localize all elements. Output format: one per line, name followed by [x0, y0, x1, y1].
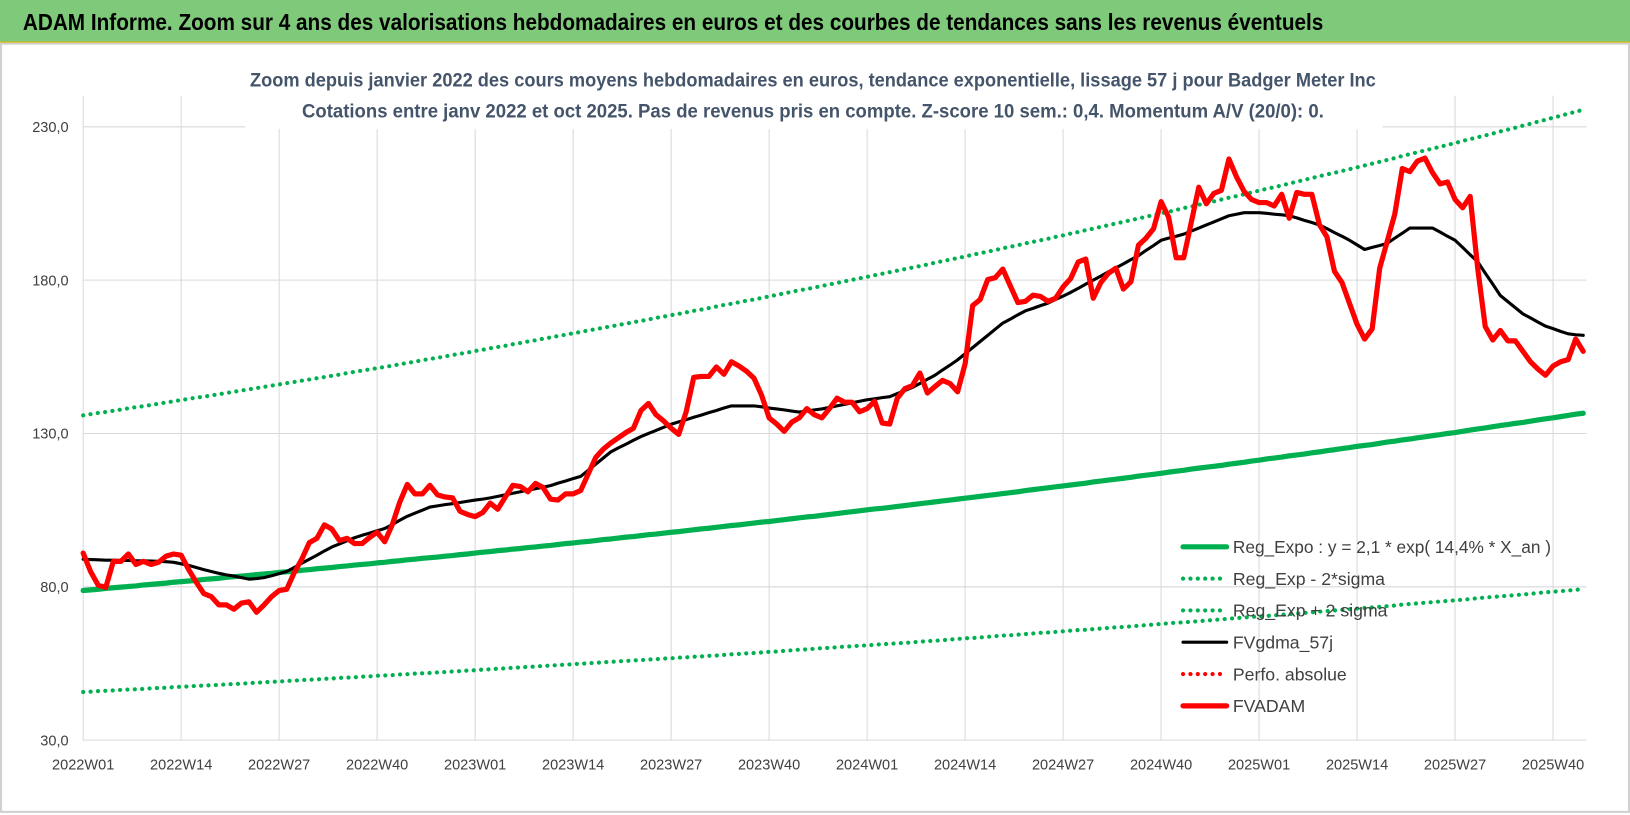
x-tick-label: 2023W27	[640, 757, 702, 773]
x-tick-label: 2024W40	[1130, 757, 1192, 773]
x-tick-label: 2022W14	[150, 757, 212, 773]
page-title: ADAM Informe. Zoom sur 4 ans des valoris…	[23, 9, 1323, 35]
x-tick-label: 2024W01	[836, 757, 898, 773]
x-tick-label: 2023W14	[542, 757, 604, 773]
legend-label: Reg_Exp + 2 sigma	[1233, 601, 1388, 622]
x-tick-label: 2022W27	[248, 757, 310, 773]
series-line	[80, 155, 1586, 615]
y-tick-label: 80,0	[40, 580, 68, 596]
legend-label: Perfo. absolue	[1233, 664, 1347, 684]
x-tick-label: 2023W40	[738, 757, 800, 773]
y-tick-label: 230,0	[32, 120, 68, 136]
y-tick-label: 180,0	[32, 273, 68, 289]
x-tick-label: 2025W40	[1522, 757, 1584, 773]
legend-label: FVgdma_57j	[1233, 632, 1333, 653]
chart-subtitle: Cotations entre janv 2022 et oct 2025. P…	[302, 100, 1324, 122]
chart-title: Zoom depuis janvier 2022 des cours moyen…	[250, 69, 1376, 91]
x-tick-label: 2022W01	[52, 757, 114, 773]
series-line	[81, 586, 1586, 695]
x-tick-label: 2022W40	[346, 757, 408, 773]
plot-area: 30,0 80,0 130,0 180,0 230,0 2022W01 2022W14 202…	[32, 95, 1587, 773]
y-tick-label: 30,0	[40, 733, 68, 749]
header-bar	[0, 0, 1630, 43]
title-box	[245, 60, 1383, 129]
legend: Reg_Expo : y = 2,1 * exp( 14,4% * X_an )…	[1180, 537, 1551, 716]
legend-label: FVADAM	[1233, 696, 1305, 716]
y-tick-label: 130,0	[32, 427, 68, 443]
series-line	[80, 410, 1586, 594]
chart-frame	[0, 42, 1630, 813]
x-tick-label: 2025W14	[1326, 757, 1388, 773]
legend-label: Reg_Exp - 2*sigma	[1233, 569, 1385, 590]
x-tick-label: 2025W27	[1424, 757, 1486, 773]
x-tick-label: 2025W01	[1228, 757, 1290, 773]
x-tick-label: 2024W27	[1032, 757, 1094, 773]
x-tick-label: 2024W14	[934, 757, 996, 773]
x-tick-label: 2023W01	[444, 757, 506, 773]
series-line	[81, 107, 1586, 418]
legend-label: Reg_Expo : y = 2,1 * exp( 14,4% * X_an )	[1233, 537, 1551, 558]
